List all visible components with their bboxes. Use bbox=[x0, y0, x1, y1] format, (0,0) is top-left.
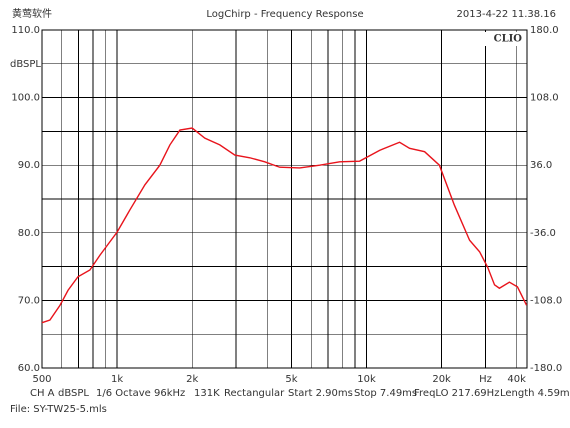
y-tick-label: 110.0 bbox=[11, 25, 40, 36]
x-tick-label: 5k bbox=[285, 374, 297, 385]
y2-tick-label: 180.0 bbox=[530, 25, 559, 36]
x-tick-label: 20k bbox=[432, 374, 451, 385]
x-tick-label: 1k bbox=[111, 374, 123, 385]
y2-tick-label: -36.0 bbox=[530, 228, 556, 239]
footer-item: Length 4.59ms bbox=[500, 388, 570, 399]
y-tick-label: 100.0 bbox=[11, 93, 40, 104]
footer-item: Stop 7.49ms bbox=[354, 388, 417, 399]
timestamp: 2013-4-22 11.38.16 bbox=[457, 9, 556, 20]
logo-box bbox=[485, 32, 525, 46]
y-tick-label: 90.0 bbox=[18, 160, 40, 171]
y-tick-label: 80.0 bbox=[18, 228, 40, 239]
y-tick-label: 60.0 bbox=[18, 363, 40, 374]
x-unit-label: Hz bbox=[479, 374, 492, 385]
y2-tick-label: -108.0 bbox=[530, 295, 562, 306]
y2-tick-label: -180.0 bbox=[530, 363, 562, 374]
brand: 黄莺软件 bbox=[12, 7, 52, 20]
y-axis-label: dBSPL bbox=[10, 59, 41, 70]
x-tick-label: 40k bbox=[507, 374, 526, 385]
y2-tick-label: 36.0 bbox=[530, 160, 552, 171]
footer-item: 96kHz bbox=[154, 388, 185, 399]
y2-tick-label: 108.0 bbox=[530, 93, 559, 104]
logo: CLIO bbox=[494, 34, 523, 45]
footer-item: Start 2.90ms bbox=[288, 388, 353, 399]
footer-item: dBSPL bbox=[58, 388, 89, 399]
footer-item: 1/6 Octave bbox=[96, 388, 151, 399]
x-tick-label: 10k bbox=[357, 374, 376, 385]
x-tick-label: 2k bbox=[186, 374, 198, 385]
footer-item: CH A bbox=[30, 388, 55, 399]
file-name: File: SY-TW25-5.mls bbox=[10, 404, 107, 415]
x-tick-label: 500 bbox=[32, 374, 51, 385]
footer-item: FreqLO 217.69Hz bbox=[414, 388, 499, 399]
footer-item: 131K bbox=[194, 388, 220, 399]
footer-item: Rectangular bbox=[224, 388, 285, 399]
response-curve bbox=[41, 127, 528, 324]
y-tick-label: 70.0 bbox=[18, 295, 40, 306]
chart-title: LogChirp - Frequency Response bbox=[206, 9, 363, 20]
